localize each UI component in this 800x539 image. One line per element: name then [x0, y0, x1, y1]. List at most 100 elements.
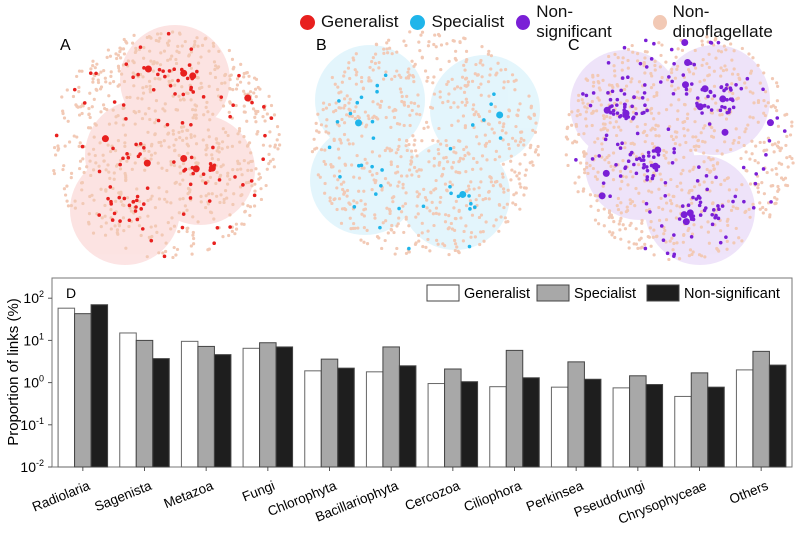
node-non-dinoflagellate — [399, 155, 403, 159]
node-non-dinoflagellate — [194, 161, 198, 165]
node-non-dinoflagellate — [367, 117, 371, 121]
node-non-dinoflagellate — [155, 61, 159, 65]
node-dinoflagellate — [124, 117, 128, 121]
node-dinoflagellate — [459, 190, 467, 198]
node-non-dinoflagellate — [479, 167, 483, 171]
node-non-dinoflagellate — [712, 69, 716, 73]
node-dinoflagellate — [591, 91, 596, 95]
node-non-dinoflagellate — [778, 149, 782, 153]
node-non-dinoflagellate — [653, 63, 657, 68]
node-non-dinoflagellate — [477, 186, 481, 190]
node-dinoflagellate — [640, 96, 645, 100]
node-non-dinoflagellate — [694, 148, 698, 152]
node-non-dinoflagellate — [80, 69, 84, 73]
node-non-dinoflagellate — [91, 231, 96, 235]
node-non-dinoflagellate — [489, 176, 493, 180]
node-non-dinoflagellate — [407, 224, 411, 228]
legend-label: Non-significant — [536, 2, 612, 41]
node-dinoflagellate — [716, 216, 721, 221]
node-non-dinoflagellate — [607, 54, 611, 59]
node-non-dinoflagellate — [223, 72, 228, 77]
node-non-dinoflagellate — [395, 50, 399, 54]
node-non-dinoflagellate — [121, 47, 126, 51]
node-non-dinoflagellate — [447, 59, 451, 63]
node-non-dinoflagellate — [171, 94, 175, 98]
node-non-dinoflagellate — [116, 84, 120, 88]
node-non-dinoflagellate — [146, 214, 150, 218]
node-non-dinoflagellate — [700, 210, 704, 214]
node-non-dinoflagellate — [234, 103, 238, 108]
node-dinoflagellate — [642, 162, 646, 167]
node-non-dinoflagellate — [662, 232, 666, 236]
node-non-dinoflagellate — [371, 100, 375, 104]
node-non-dinoflagellate — [693, 185, 697, 189]
node-dinoflagellate — [192, 165, 200, 173]
node-non-dinoflagellate — [191, 108, 195, 112]
bar-specialist-sagenista — [135, 339, 154, 468]
node-non-dinoflagellate — [600, 142, 604, 146]
node-non-dinoflagellate — [600, 155, 604, 159]
node-non-dinoflagellate — [396, 184, 400, 188]
node-dinoflagellate — [355, 100, 360, 105]
node-dinoflagellate — [380, 168, 384, 172]
node-non-dinoflagellate — [166, 58, 170, 62]
node-non-dinoflagellate — [523, 173, 527, 177]
node-non-dinoflagellate — [205, 143, 209, 147]
node-dinoflagellate — [656, 164, 661, 169]
node-non-dinoflagellate — [343, 190, 347, 195]
node-non-dinoflagellate — [514, 191, 518, 195]
node-non-dinoflagellate — [271, 157, 275, 161]
node-non-dinoflagellate — [625, 205, 629, 209]
bar-specialist-chrysophyceae — [690, 372, 709, 468]
node-non-dinoflagellate — [220, 81, 224, 85]
node-dinoflagellate — [684, 92, 689, 96]
node-non-dinoflagellate — [432, 92, 437, 96]
node-dinoflagellate — [597, 154, 602, 158]
node-non-dinoflagellate — [674, 55, 678, 59]
node-non-dinoflagellate — [668, 198, 673, 203]
node-dinoflagellate — [348, 111, 353, 116]
node-non-dinoflagellate — [607, 154, 611, 158]
node-non-dinoflagellate — [742, 143, 746, 148]
node-non-dinoflagellate — [77, 85, 81, 89]
node-dinoflagellate — [706, 105, 711, 109]
node-non-dinoflagellate — [608, 115, 612, 120]
node-non-dinoflagellate — [314, 121, 318, 125]
node-non-dinoflagellate — [77, 113, 82, 117]
node-dinoflagellate — [207, 199, 212, 203]
node-non-dinoflagellate — [62, 187, 67, 191]
node-dinoflagellate — [241, 183, 245, 187]
node-non-dinoflagellate — [175, 108, 180, 112]
node-non-dinoflagellate — [108, 176, 112, 180]
node-non-dinoflagellate — [263, 119, 267, 123]
node-non-dinoflagellate — [664, 60, 668, 64]
node-non-dinoflagellate — [347, 61, 351, 65]
node-non-dinoflagellate — [725, 219, 729, 223]
node-non-dinoflagellate — [629, 201, 633, 206]
node-non-dinoflagellate — [221, 235, 225, 239]
node-non-dinoflagellate — [676, 47, 680, 51]
node-non-dinoflagellate — [147, 106, 151, 111]
node-non-dinoflagellate — [191, 116, 195, 120]
node-dinoflagellate — [482, 118, 486, 122]
node-non-dinoflagellate — [202, 113, 206, 117]
node-non-dinoflagellate — [756, 182, 760, 187]
node-non-dinoflagellate — [161, 107, 165, 111]
node-non-dinoflagellate — [178, 136, 182, 140]
node-non-dinoflagellate — [243, 209, 247, 213]
node-non-dinoflagellate — [640, 230, 644, 234]
node-dinoflagellate — [145, 186, 150, 190]
node-non-dinoflagellate — [144, 85, 149, 89]
node-non-dinoflagellate — [617, 222, 621, 226]
node-non-dinoflagellate — [187, 54, 191, 58]
node-non-dinoflagellate — [470, 213, 475, 217]
node-dinoflagellate — [680, 213, 685, 218]
node-dinoflagellate — [698, 200, 703, 205]
node-non-dinoflagellate — [172, 245, 176, 250]
node-non-dinoflagellate — [91, 168, 96, 172]
node-non-dinoflagellate — [612, 64, 616, 68]
node-non-dinoflagellate — [567, 113, 571, 117]
node-non-dinoflagellate — [456, 119, 460, 123]
node-non-dinoflagellate — [342, 132, 347, 137]
node-non-dinoflagellate — [205, 100, 209, 104]
